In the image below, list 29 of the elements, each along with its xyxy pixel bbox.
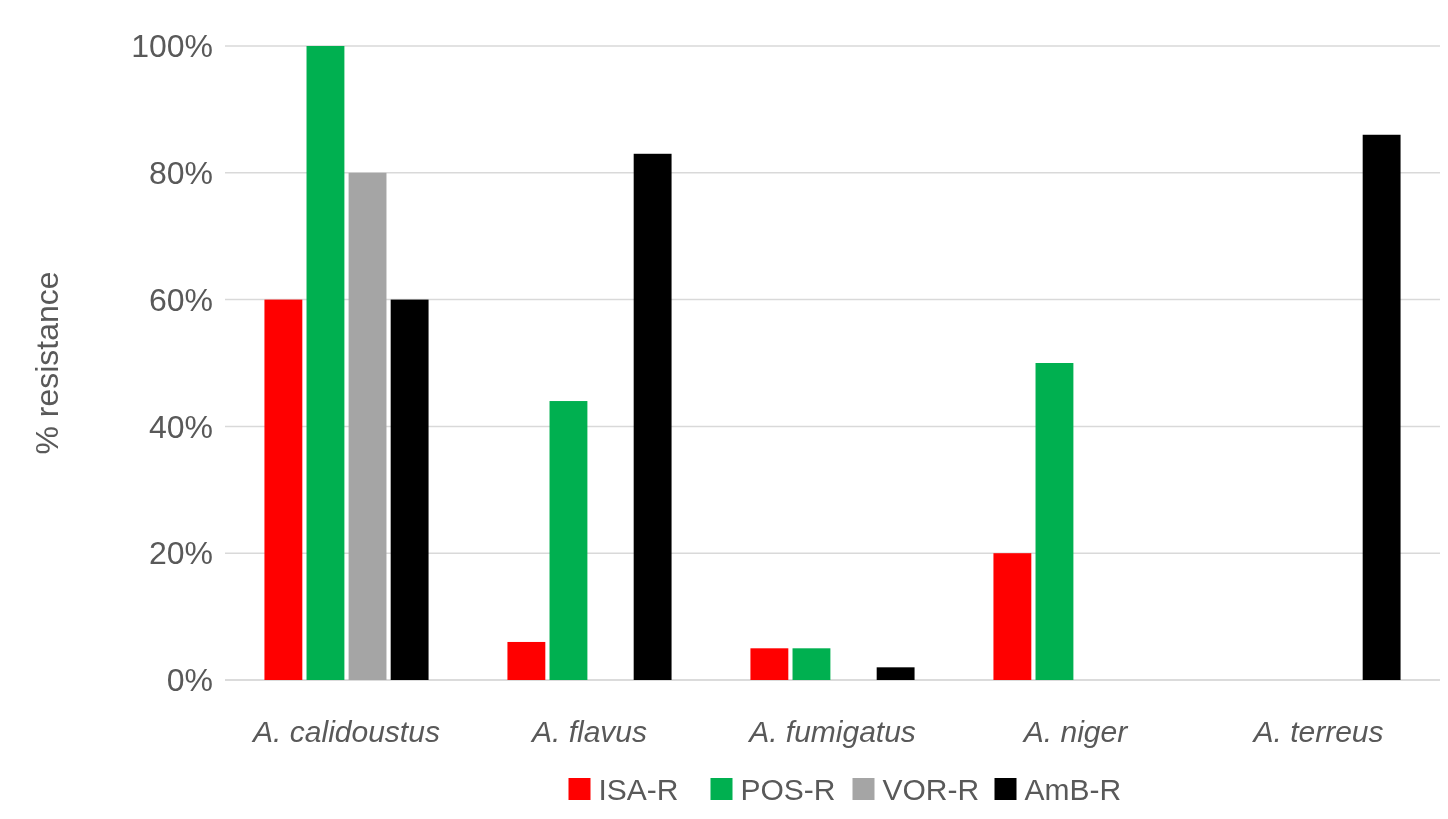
x-tick-label: A. niger bbox=[1021, 715, 1129, 748]
bar bbox=[1035, 363, 1074, 680]
bar bbox=[1362, 134, 1401, 680]
bar bbox=[549, 401, 588, 680]
bar bbox=[633, 153, 672, 680]
x-tick-label: A. flavus bbox=[529, 715, 648, 748]
bar bbox=[876, 667, 915, 680]
bar bbox=[993, 553, 1032, 680]
y-tick-label: 100% bbox=[131, 28, 213, 65]
legend-label: AmB-R bbox=[1024, 773, 1122, 806]
bar bbox=[348, 172, 387, 680]
bar bbox=[792, 648, 831, 680]
bar bbox=[750, 648, 789, 680]
y-tick-label: 80% bbox=[148, 155, 213, 191]
x-tick-label: A. terreus bbox=[1251, 715, 1384, 748]
bar bbox=[264, 299, 303, 680]
bar bbox=[306, 46, 345, 680]
y-tick-label: 0% bbox=[166, 662, 213, 699]
bar bbox=[507, 641, 546, 680]
y-tick-label: 40% bbox=[148, 408, 213, 445]
y-axis-title: % resistance bbox=[29, 271, 65, 455]
bar bbox=[390, 299, 429, 680]
legend-label: VOR-R bbox=[882, 773, 980, 806]
legend-label: ISA-R bbox=[598, 773, 679, 806]
y-tick-label: 20% bbox=[148, 535, 213, 572]
x-tick-label: A. calidoustus bbox=[251, 715, 440, 748]
x-tick-label: A. fumigatus bbox=[747, 715, 916, 748]
legend-label: POS-R bbox=[740, 773, 836, 806]
y-tick-label: 60% bbox=[148, 281, 213, 318]
